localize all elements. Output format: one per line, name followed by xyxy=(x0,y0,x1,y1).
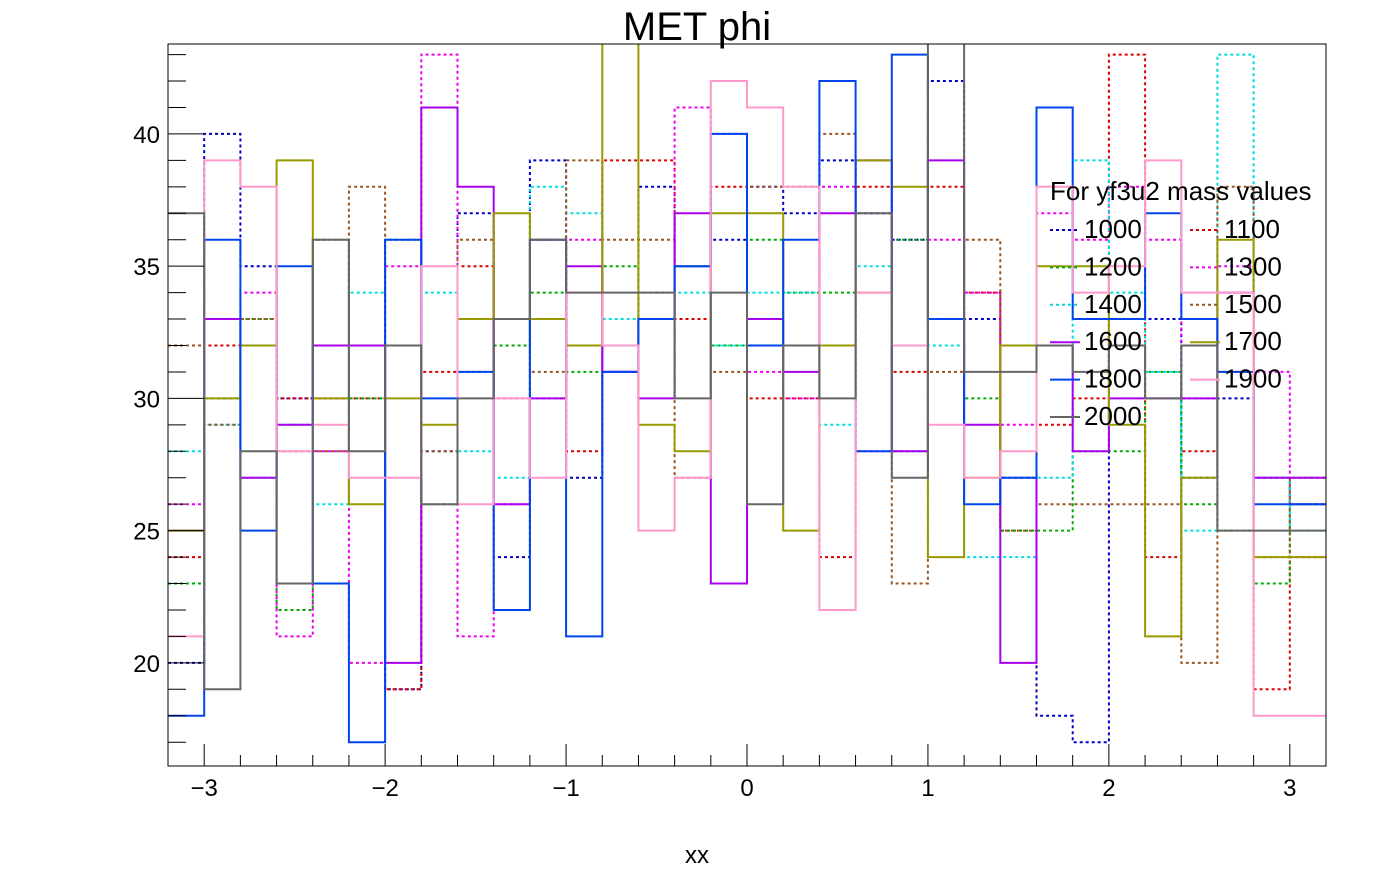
x-tick-label: 1 xyxy=(921,775,934,802)
y-tick-label: 25 xyxy=(133,519,160,546)
x-tick-label: −1 xyxy=(552,775,579,802)
histogram-series-1800 xyxy=(168,53,1326,744)
y-tick-label: 20 xyxy=(133,651,160,678)
x-tick-label: 3 xyxy=(1283,775,1296,802)
histogram-series-1900 xyxy=(168,80,1326,717)
y-tick-label: 35 xyxy=(133,254,160,281)
histogram-series-2000 xyxy=(168,44,1326,691)
x-tick-label: 2 xyxy=(1102,775,1115,802)
histogram-series-1600 xyxy=(168,106,1326,664)
histogram-series-group xyxy=(168,44,1326,744)
legend-label-1100: 1100 xyxy=(1224,214,1280,244)
legend-label-1200: 1200 xyxy=(1084,251,1142,281)
legend-label-1400: 1400 xyxy=(1084,289,1142,319)
x-tick-label: −3 xyxy=(191,775,218,802)
legend-label-1000: 1000 xyxy=(1084,214,1142,244)
chart-title: MET phi xyxy=(623,5,771,49)
legend-title: For yf3u2 mass values xyxy=(1050,176,1312,206)
legend: For yf3u2 mass values 1000 1100 1200 1300 14… xyxy=(1050,176,1312,431)
legend-label-1800: 1800 xyxy=(1084,364,1142,394)
y-tick-label: 30 xyxy=(133,386,160,413)
x-axis-label: xx xyxy=(685,842,709,869)
legend-label-2000: 2000 xyxy=(1084,401,1142,431)
y-axis: 20 25 30 35 40 xyxy=(133,54,204,743)
legend-label-1300: 1300 xyxy=(1224,251,1282,281)
legend-label-1900: 1900 xyxy=(1224,364,1282,394)
legend-label-1500: 1500 xyxy=(1224,289,1282,319)
y-tick-label: 40 xyxy=(133,122,160,149)
x-axis: −3 −2 −1 0 1 2 3 xyxy=(167,744,1327,802)
legend-label-1600: 1600 xyxy=(1084,326,1142,356)
histogram-series-1500 xyxy=(168,132,1326,664)
x-tick-label: −2 xyxy=(371,775,398,802)
legend-label-1700: 1700 xyxy=(1224,326,1282,356)
x-tick-label: 0 xyxy=(740,775,753,802)
